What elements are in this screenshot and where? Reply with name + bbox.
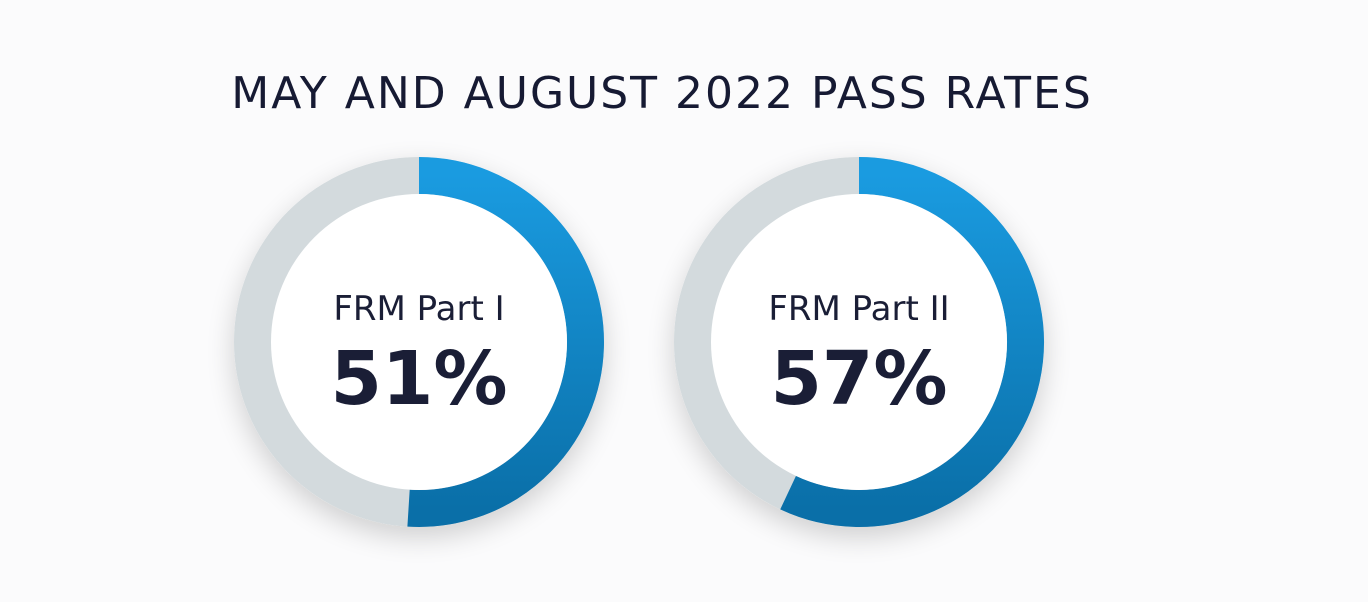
- donut-inner-disc: [711, 194, 1007, 490]
- donut-series-name: FRM Part I: [333, 289, 504, 329]
- donut-series-name: FRM Part II: [768, 289, 949, 329]
- donut-inner-disc: [271, 194, 567, 490]
- donut-pass-arc: [780, 157, 1044, 527]
- donut-value-label: 51%: [330, 336, 507, 422]
- donut-pass-arc: [407, 157, 604, 527]
- donut-1: FRM Part I 51%: [234, 157, 604, 527]
- donut-2: FRM Part II 57%: [674, 157, 1044, 527]
- donut-value-label: 57%: [770, 336, 947, 422]
- chart-title: MAY AND AUGUST 2022 PASS RATES: [231, 68, 1093, 119]
